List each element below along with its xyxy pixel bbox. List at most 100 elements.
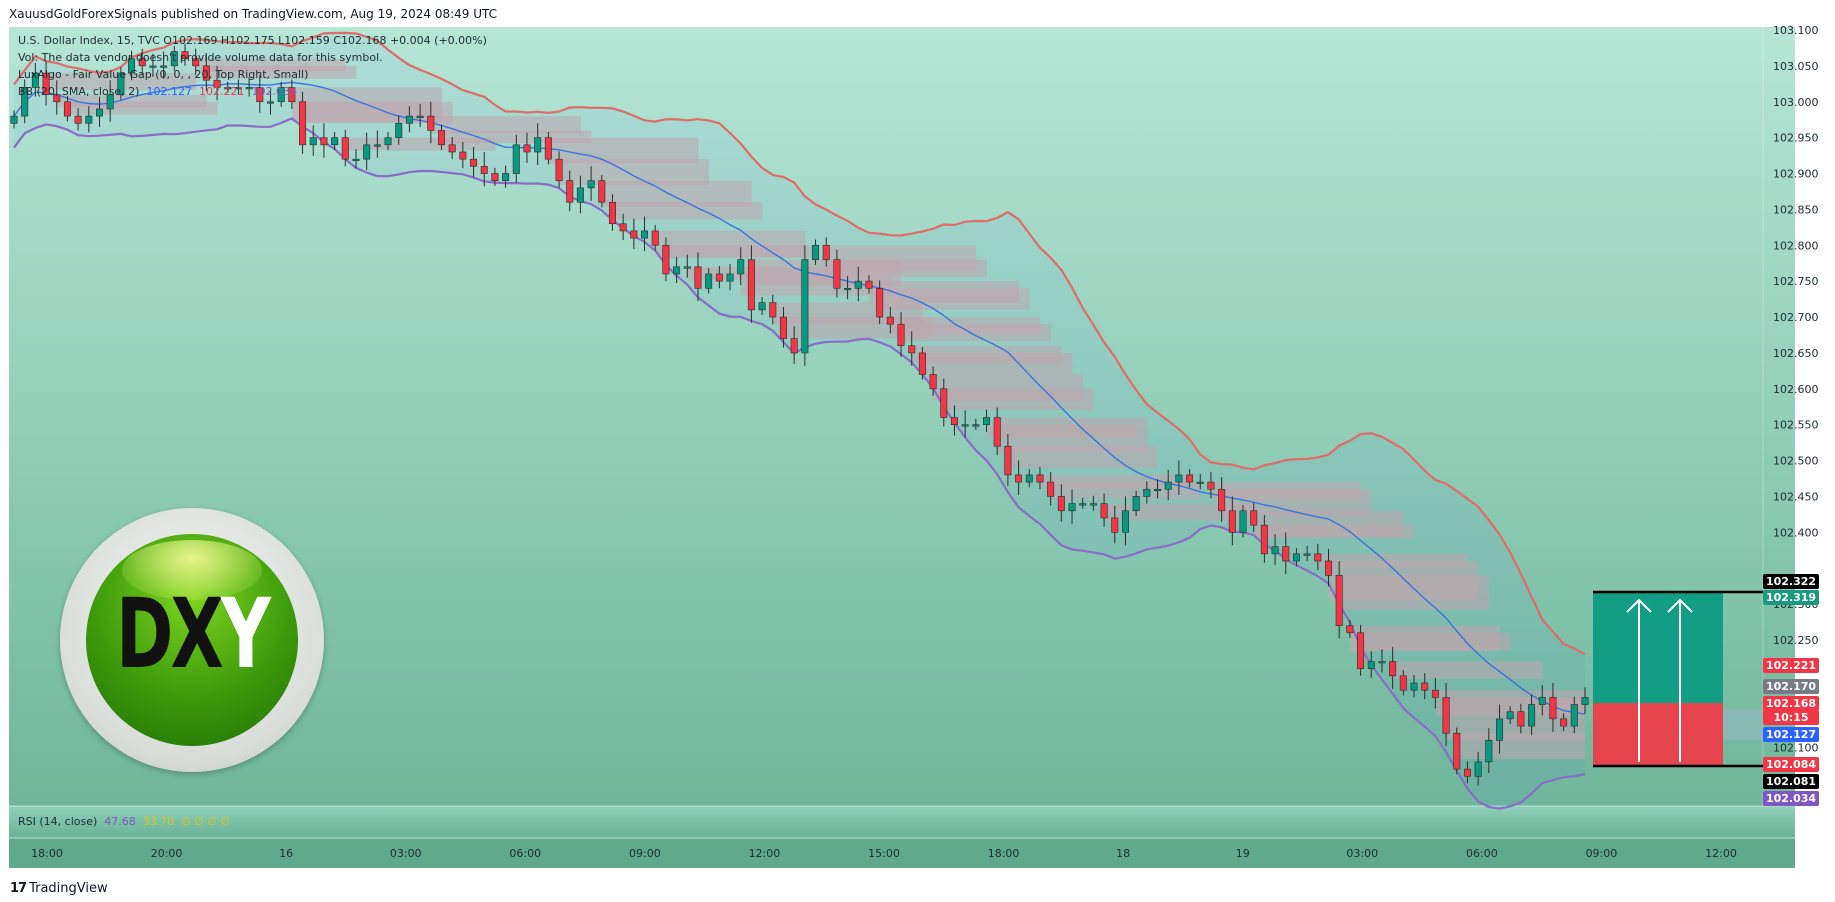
candle[interactable] (1207, 472, 1215, 499)
candle[interactable] (1410, 675, 1418, 698)
candle[interactable] (1378, 649, 1386, 673)
candle[interactable] (854, 266, 862, 302)
candle[interactable] (373, 130, 381, 158)
candle[interactable] (705, 268, 713, 294)
candle[interactable] (1314, 543, 1322, 571)
candle[interactable] (641, 216, 649, 252)
candle[interactable] (363, 132, 371, 171)
candle[interactable] (1154, 479, 1162, 499)
candle[interactable] (53, 80, 61, 115)
candle[interactable] (1581, 687, 1589, 714)
candle[interactable] (427, 101, 435, 144)
candle[interactable] (1367, 651, 1375, 678)
symbol-legend[interactable]: U.S. Dollar Index, 15, TVC O102.169 H102… (18, 34, 487, 47)
candle[interactable] (202, 53, 210, 92)
candle[interactable] (1250, 502, 1258, 533)
candle[interactable] (234, 79, 242, 95)
candle[interactable] (972, 418, 980, 430)
candle[interactable] (908, 331, 916, 366)
tradingview-logo[interactable]: 17 TradingView (10, 881, 108, 896)
candle[interactable] (747, 245, 755, 323)
candle[interactable] (1528, 694, 1536, 736)
candle[interactable] (1442, 683, 1450, 747)
candle[interactable] (993, 407, 1001, 456)
candle[interactable] (950, 405, 958, 436)
candle[interactable] (1474, 751, 1482, 786)
candle[interactable] (1143, 481, 1151, 504)
candle[interactable] (1346, 619, 1354, 638)
candle[interactable] (1164, 469, 1172, 501)
candle[interactable] (876, 280, 884, 325)
candle[interactable] (897, 312, 905, 357)
candle[interactable] (181, 43, 189, 66)
candle[interactable] (1496, 704, 1504, 754)
candle[interactable] (576, 175, 584, 214)
candle[interactable] (1282, 532, 1290, 574)
rsi-legend[interactable]: RSI (14, close) 47.68 33.70 ∅ ∅ ∅ ∅ (18, 815, 230, 828)
candle[interactable] (470, 146, 478, 178)
candle[interactable] (1560, 713, 1568, 732)
candle[interactable] (1570, 696, 1578, 734)
candle[interactable] (662, 237, 670, 282)
candle[interactable] (448, 136, 456, 160)
candle[interactable] (1025, 469, 1033, 488)
candle[interactable] (790, 326, 798, 364)
volume-legend[interactable]: Vol: The data vendor doesn't provide vol… (18, 51, 383, 64)
candle[interactable] (512, 134, 520, 183)
candle[interactable] (1357, 624, 1365, 676)
profit-zone[interactable] (1593, 593, 1723, 703)
candle[interactable] (416, 103, 424, 128)
candle[interactable] (1228, 496, 1236, 546)
candle[interactable] (395, 115, 403, 145)
candle[interactable] (940, 378, 948, 427)
candle[interactable] (886, 306, 894, 334)
candle[interactable] (1517, 703, 1525, 734)
candle[interactable] (1549, 683, 1557, 732)
candle[interactable] (1036, 467, 1044, 490)
candle[interactable] (341, 129, 349, 167)
candle[interactable] (21, 79, 29, 124)
candle[interactable] (1068, 489, 1076, 524)
candle[interactable] (1431, 677, 1439, 709)
candle[interactable] (587, 166, 595, 201)
candle[interactable] (833, 249, 841, 298)
candle[interactable] (1111, 505, 1119, 544)
candle[interactable] (405, 106, 413, 133)
candle[interactable] (598, 174, 606, 208)
candle[interactable] (779, 306, 787, 348)
fvg-legend[interactable]: LuxAlgo - Fair Value Gap (0, 0, , 20, To… (18, 68, 309, 81)
candle[interactable] (1239, 505, 1247, 538)
candle[interactable] (534, 123, 542, 165)
candle[interactable] (502, 165, 510, 188)
candle[interactable] (683, 254, 691, 278)
candle[interactable] (437, 124, 445, 150)
candle[interactable] (117, 67, 125, 100)
candle[interactable] (1047, 472, 1055, 506)
candle[interactable] (844, 276, 852, 300)
candle[interactable] (1186, 469, 1194, 488)
candle[interactable] (715, 266, 723, 289)
candle[interactable] (1175, 460, 1183, 495)
candle[interactable] (1218, 477, 1226, 522)
candle[interactable] (1453, 727, 1461, 775)
candle[interactable] (1463, 761, 1471, 784)
candle[interactable] (1292, 548, 1300, 567)
candle[interactable] (106, 80, 114, 122)
candle[interactable] (277, 81, 285, 107)
bb-legend[interactable]: BB (20, SMA, close, 2) 102.127 102.221 1… (18, 85, 297, 98)
candle[interactable] (1196, 474, 1204, 490)
candle[interactable] (266, 87, 274, 115)
candle[interactable] (85, 106, 93, 133)
candle[interactable] (812, 239, 820, 265)
candle[interactable] (384, 131, 392, 150)
candle[interactable] (42, 60, 50, 106)
candle[interactable] (256, 75, 264, 113)
candle[interactable] (1004, 434, 1012, 486)
candle[interactable] (95, 96, 103, 128)
candle[interactable] (566, 170, 574, 212)
candle[interactable] (1389, 647, 1397, 689)
candle[interactable] (138, 48, 146, 75)
candle[interactable] (555, 151, 563, 188)
candle[interactable] (170, 45, 178, 72)
candle[interactable] (31, 63, 39, 97)
